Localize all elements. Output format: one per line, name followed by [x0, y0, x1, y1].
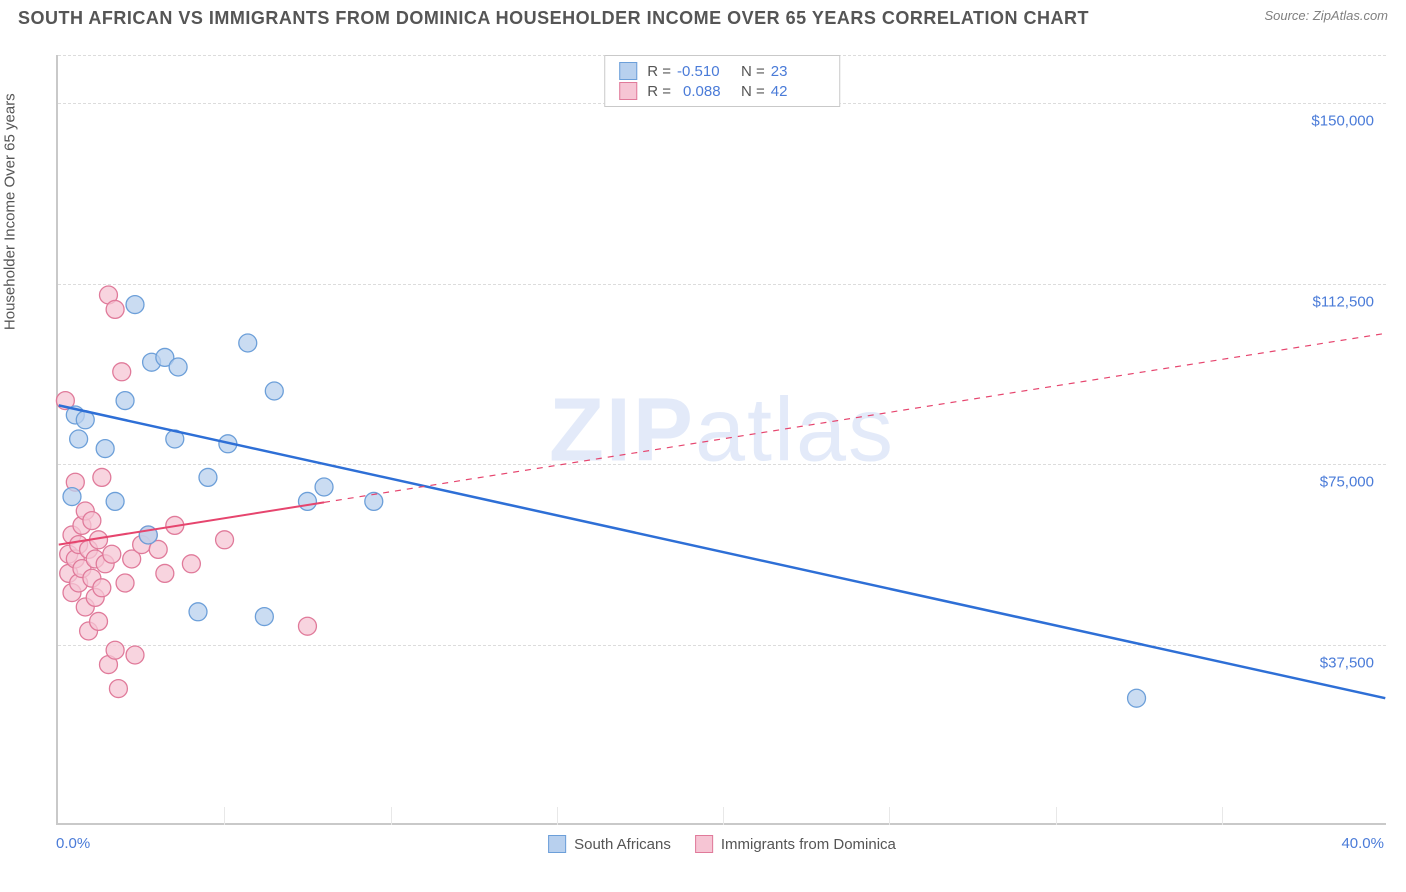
legend-row-series-1: R = -0.510 N = 23: [619, 61, 825, 81]
chart-title: SOUTH AFRICAN VS IMMIGRANTS FROM DOMINIC…: [18, 8, 1089, 29]
legend-item-series-1: South Africans: [548, 835, 671, 853]
source-label: Source: ZipAtlas.com: [1264, 8, 1388, 23]
swatch-icon: [619, 82, 637, 100]
legend-item-series-2: Immigrants from Dominica: [695, 835, 896, 853]
scatter-svg: [58, 55, 1386, 823]
swatch-icon: [619, 62, 637, 80]
x-axis-max-label: 40.0%: [1341, 835, 1384, 852]
y-axis-title: Householder Income Over 65 years: [2, 93, 19, 330]
series-legend: South Africans Immigrants from Dominica: [548, 835, 896, 853]
swatch-icon: [695, 835, 713, 853]
swatch-icon: [548, 835, 566, 853]
correlation-legend: R = -0.510 N = 23 R = 0.088 N = 42: [604, 55, 840, 107]
legend-row-series-2: R = 0.088 N = 42: [619, 81, 825, 101]
x-axis-min-label: 0.0%: [56, 835, 90, 852]
chart-plot-area: $37,500$75,000$112,500$150,000 ZIPatlas …: [56, 55, 1386, 825]
